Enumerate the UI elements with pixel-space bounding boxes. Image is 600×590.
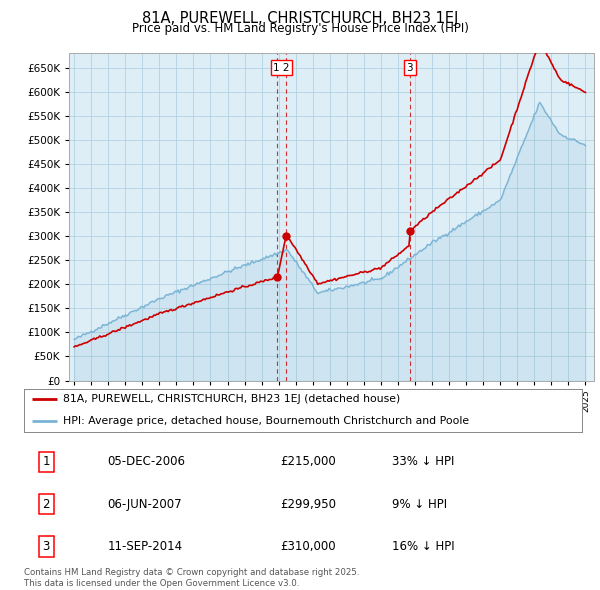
Text: 11-SEP-2014: 11-SEP-2014 (108, 540, 183, 553)
Text: Contains HM Land Registry data © Crown copyright and database right 2025.
This d: Contains HM Land Registry data © Crown c… (24, 568, 359, 588)
Text: 81A, PUREWELL, CHRISTCHURCH, BH23 1EJ: 81A, PUREWELL, CHRISTCHURCH, BH23 1EJ (142, 11, 458, 25)
Text: 3: 3 (406, 63, 413, 73)
Text: 9% ↓ HPI: 9% ↓ HPI (392, 497, 448, 510)
Text: £299,950: £299,950 (281, 497, 337, 510)
Text: 1 2: 1 2 (274, 63, 290, 73)
Text: Price paid vs. HM Land Registry's House Price Index (HPI): Price paid vs. HM Land Registry's House … (131, 22, 469, 35)
Text: 81A, PUREWELL, CHRISTCHURCH, BH23 1EJ (detached house): 81A, PUREWELL, CHRISTCHURCH, BH23 1EJ (d… (63, 394, 400, 404)
Text: 05-DEC-2006: 05-DEC-2006 (108, 455, 186, 468)
Text: 06-JUN-2007: 06-JUN-2007 (108, 497, 182, 510)
Text: £310,000: £310,000 (281, 540, 337, 553)
Text: 2: 2 (43, 497, 50, 510)
Text: HPI: Average price, detached house, Bournemouth Christchurch and Poole: HPI: Average price, detached house, Bour… (63, 416, 469, 426)
Text: 16% ↓ HPI: 16% ↓ HPI (392, 540, 455, 553)
Text: 3: 3 (43, 540, 50, 553)
Text: 1: 1 (43, 455, 50, 468)
Text: £215,000: £215,000 (281, 455, 337, 468)
Text: 33% ↓ HPI: 33% ↓ HPI (392, 455, 455, 468)
